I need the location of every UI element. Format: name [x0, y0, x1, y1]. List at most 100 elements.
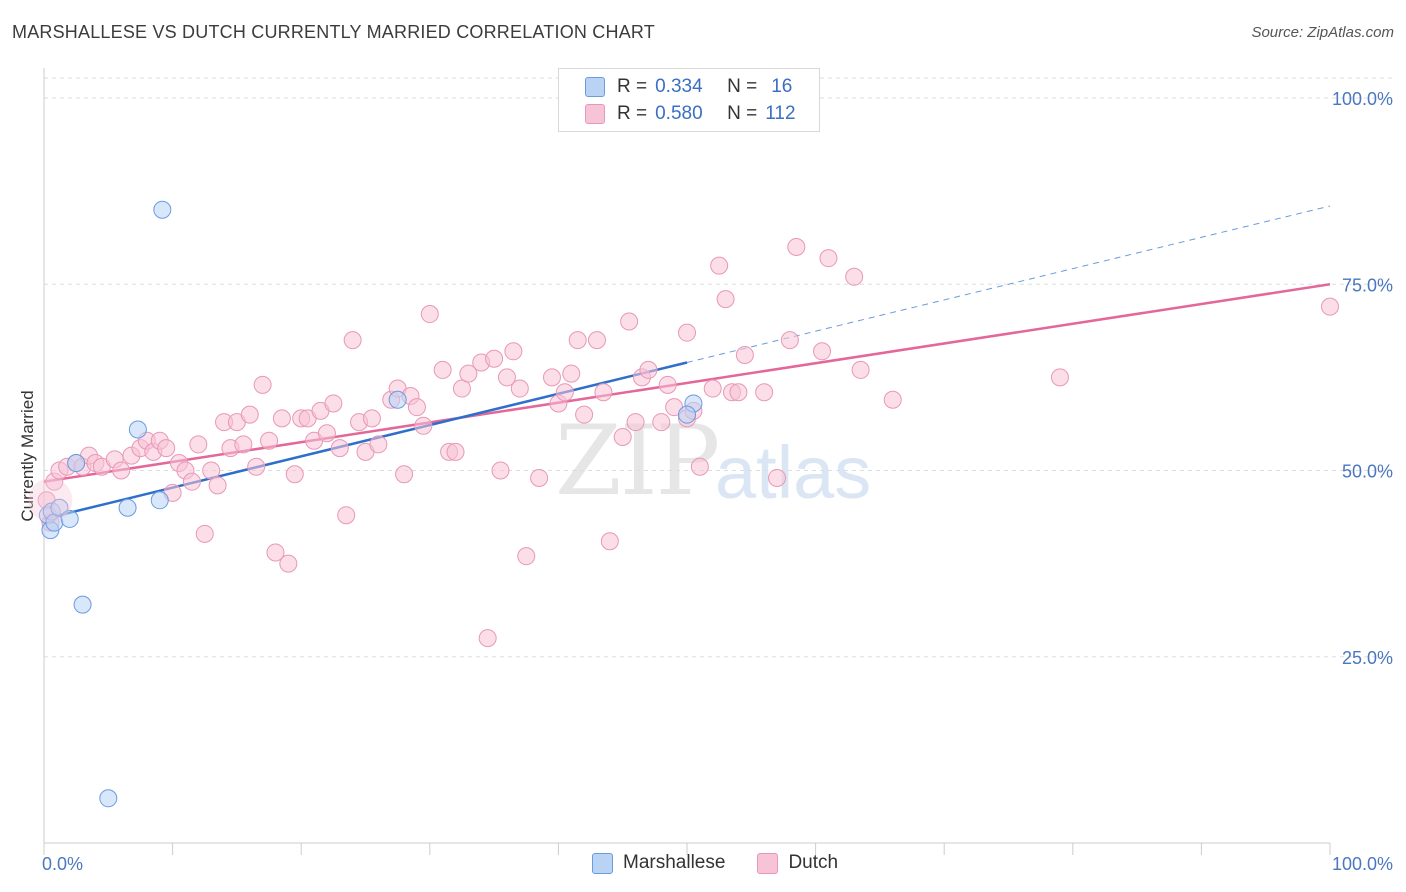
dutch-point: [337, 506, 356, 525]
dutch-point: [497, 368, 516, 387]
dutch-point: [510, 379, 529, 398]
dutch-point: [112, 461, 131, 480]
marshallese-n-value: 16: [771, 76, 793, 97]
n-label: N =: [727, 103, 758, 124]
dutch-point: [157, 439, 176, 458]
marshallese-point: [60, 509, 79, 528]
dutch-point: [626, 413, 645, 432]
dutch-point: [234, 435, 253, 454]
y-tick-label: 50.0%: [1342, 462, 1393, 482]
dutch-point: [562, 364, 581, 383]
dutch-point: [530, 468, 549, 487]
dutch-point: [1321, 297, 1339, 316]
n-label: N =: [727, 76, 758, 97]
dutch-point: [729, 383, 748, 402]
dutch-point: [517, 547, 536, 566]
dutch-point: [285, 465, 304, 484]
watermark-atlas: atlas: [715, 431, 872, 514]
dutch-point: [452, 379, 471, 398]
marshallese-point: [50, 498, 69, 517]
y-tick-label: 75.0%: [1342, 275, 1393, 295]
dutch-point: [555, 383, 574, 402]
dutch-point: [613, 427, 632, 446]
grid-lines: [44, 77, 1392, 658]
dutch-point: [240, 405, 259, 424]
y-tick-label: 100.0%: [1332, 89, 1393, 109]
marshallese-point: [118, 498, 137, 517]
dutch-point: [420, 305, 439, 324]
trendlines: [43, 205, 1331, 521]
x-tick-label-max: 100.0%: [1332, 854, 1393, 874]
dutch-point: [362, 409, 381, 428]
dutch-point: [330, 439, 349, 458]
data-points: [28, 200, 1339, 808]
dutch-point: [253, 375, 272, 394]
legend-item-dutch: Dutch: [757, 852, 838, 874]
dutch-point: [787, 238, 806, 256]
marshallese-point: [150, 491, 169, 510]
dutch-point: [478, 629, 497, 648]
dutch-point: [780, 331, 799, 350]
dutch-point: [542, 368, 561, 387]
dutch-point: [851, 360, 870, 379]
dutch-point: [202, 461, 221, 480]
marshallese-point: [73, 595, 92, 614]
tick-labels: 25.0% 50.0% 75.0% 100.0% 0.0% 100.0%: [42, 89, 1393, 874]
dutch-point: [768, 468, 787, 487]
marshallese-point: [128, 420, 147, 439]
source-label: Source: ZipAtlas.com: [1251, 24, 1394, 41]
dutch-point: [343, 331, 362, 350]
dutch-point: [446, 442, 465, 461]
dutch-point: [710, 256, 729, 275]
dutch-trendline: [43, 283, 1331, 483]
dutch-point: [407, 398, 426, 417]
marshallese-point: [153, 200, 172, 219]
dutch-point: [620, 312, 639, 331]
dutch-r-value: 0.580: [655, 103, 703, 124]
marshallese-trendline: [43, 361, 688, 521]
r-label: R =: [617, 76, 648, 97]
legend-item-marshallese: Marshallese: [592, 852, 725, 874]
dutch-point: [690, 457, 709, 476]
dutch-point: [279, 554, 298, 573]
dutch-point: [575, 405, 594, 424]
x-tick-label-min: 0.0%: [42, 854, 83, 874]
dutch-point: [266, 543, 285, 562]
legend-row-marshallese: R = 0.334 N = 16: [585, 75, 792, 99]
dutch-point: [433, 360, 452, 379]
dutch-point: [639, 360, 658, 379]
dutch-point: [504, 342, 523, 361]
dutch-point: [678, 323, 696, 342]
dutch-point: [652, 413, 671, 432]
dutch-swatch: [585, 104, 605, 124]
dutch-point: [182, 472, 201, 491]
dutch-point: [703, 379, 722, 398]
dutch-point: [324, 394, 343, 413]
dutch-point: [755, 383, 774, 402]
legend-row-dutch: R = 0.580 N = 112: [585, 102, 796, 126]
dutch-point: [369, 435, 388, 454]
marshallese-point: [388, 390, 407, 409]
marshallese-r-value: 0.334: [655, 76, 703, 97]
dutch-point: [491, 461, 510, 480]
dutch-point: [272, 409, 291, 428]
dutch-legend-swatch: [757, 852, 779, 874]
dutch-point: [819, 249, 838, 268]
dutch-cluster: [28, 478, 73, 523]
dutch-point: [195, 524, 214, 543]
dutch-point: [600, 532, 619, 551]
legend-label-marshallese: Marshallese: [623, 852, 726, 873]
axes: [43, 68, 1331, 855]
series-legend: Marshallese Dutch: [592, 852, 870, 874]
dutch-point: [845, 267, 864, 286]
dutch-point: [414, 416, 433, 435]
dutch-point: [208, 476, 227, 495]
dutch-point: [1050, 368, 1069, 387]
chart-title: MARSHALLESE VS DUTCH CURRENTLY MARRIED C…: [12, 22, 655, 42]
dutch-point: [485, 349, 504, 368]
dutch-point: [395, 465, 414, 484]
marshallese-swatch: [585, 77, 605, 97]
marshallese-point: [99, 789, 118, 808]
correlation-legend: R = 0.334 N = 16 R = 0.580 N = 112: [558, 68, 820, 132]
